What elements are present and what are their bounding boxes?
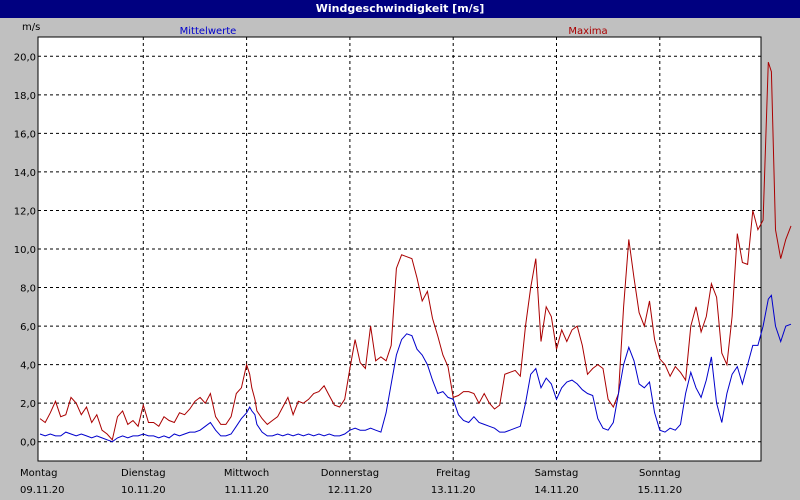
x-tick-date: 12.11.20 [328,485,373,496]
window-title: Windgeschwindigkeit [m/s] [0,0,800,18]
y-tick-label: 8,0 [20,284,36,295]
x-tick-date: 14.11.20 [534,485,579,496]
y-tick-label: 14,0 [14,168,36,179]
x-tick-weekday: Dienstag [121,468,166,479]
y-tick-label: 10,0 [14,245,36,256]
x-axis: Montag 09.11.20 Dienstag 10.11.20 Mittwoch 11… [20,468,682,496]
y-axis-label: m/s [22,22,40,33]
series-line-mittelwerte [39,294,792,443]
wind-speed-chart: m/s 0,0 2,0 4,0 6,0 8,0 10,0 12,0 14,0 16,0 18,0 2… [14,22,792,496]
x-tick-weekday: Sonntag [639,468,681,479]
series-lines [39,61,792,443]
grid-lines [38,37,761,461]
y-tick-label: 2,0 [20,399,36,410]
y-tick-label: 16,0 [14,129,36,140]
legend-mean: Mittelwerte [180,26,237,37]
x-tick-date: 15.11.20 [638,485,683,496]
x-tick-weekday: Samstag [535,468,579,479]
x-tick-date: 09.11.20 [20,485,65,496]
x-tick-date: 13.11.20 [431,485,476,496]
x-tick-date: 11.11.20 [224,485,269,496]
x-tick-weekday: Freitag [436,468,470,479]
y-tick-label: 12,0 [14,206,36,217]
x-tick-weekday: Montag [20,468,57,479]
x-tick-weekday: Donnerstag [321,468,379,479]
series-line-maxima [39,61,792,441]
legend-max: Maxima [568,26,607,37]
x-tick-date: 10.11.20 [121,485,166,496]
y-axis: m/s 0,0 2,0 4,0 6,0 8,0 10,0 12,0 14,0 16,0 18,0 2… [14,22,41,449]
y-tick-label: 4,0 [20,361,36,372]
y-tick-label: 0,0 [20,438,36,449]
y-tick-label: 20,0 [14,52,36,63]
x-tick-weekday: Mittwoch [224,468,269,479]
y-tick-label: 18,0 [14,91,36,102]
y-tick-label: 6,0 [20,322,36,333]
